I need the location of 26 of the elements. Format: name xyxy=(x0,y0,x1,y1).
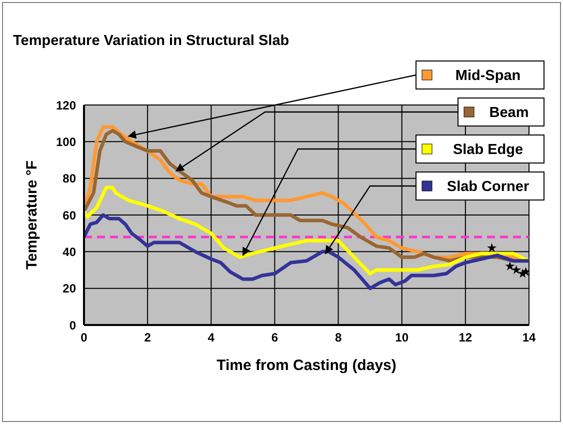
chart-title: Temperature Variation in Structural Slab xyxy=(13,33,290,49)
x-tick-label: 10 xyxy=(395,330,409,345)
y-tick-label: 0 xyxy=(69,318,76,332)
legend-label: Slab Edge xyxy=(452,142,524,158)
point xyxy=(487,243,497,252)
x-tick-label: 14 xyxy=(522,330,536,345)
y-tick-label: 40 xyxy=(62,244,76,259)
y-tick-label: 20 xyxy=(62,282,76,296)
legend-label: Mid-Span xyxy=(455,68,521,84)
x-tick-label: 2 xyxy=(144,330,152,345)
y-tick-label: 80 xyxy=(62,172,76,186)
y-tick-label: 120 xyxy=(56,98,76,112)
x-tick-label: 12 xyxy=(458,330,472,345)
x-axis-title: Time from Casting (days) xyxy=(216,357,396,374)
y-axis-title: Temperature °F xyxy=(23,160,40,270)
x-tick-label: 8 xyxy=(334,330,342,345)
legend-label: Slab Corner xyxy=(446,179,530,195)
x-tick-label: 4 xyxy=(208,330,215,345)
line-series xyxy=(84,213,529,290)
x-tick-label: 0 xyxy=(80,330,88,345)
x-tick-label: 6 xyxy=(271,330,278,345)
y-tick-label: 60 xyxy=(62,208,76,222)
legend-label: Beam xyxy=(489,105,529,121)
point xyxy=(505,261,515,270)
y-tick-label: 100 xyxy=(56,134,76,149)
point xyxy=(512,265,522,274)
